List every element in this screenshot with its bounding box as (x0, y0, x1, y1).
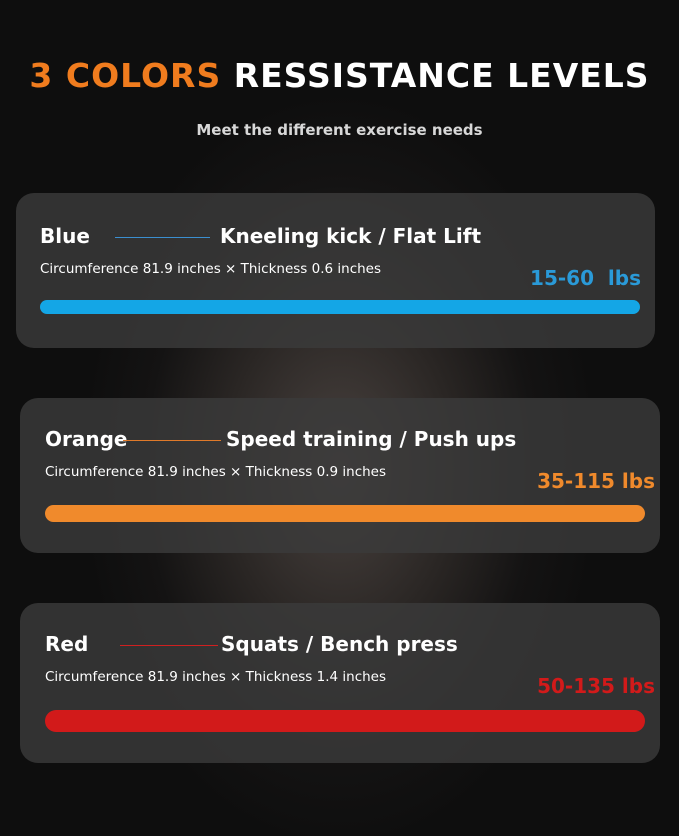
band-range: 50-135 lbs (537, 674, 655, 698)
band-card-blue: Blue Kneeling kick / Flat Lift Circumfer… (16, 193, 655, 348)
band-spec: Circumference 81.9 inches × Thickness 0.… (40, 261, 382, 277)
page-title: 3 COLORS RESSISTANCE LEVELS (0, 56, 679, 95)
band-card-red: Red Squats / Bench press Circumference 8… (20, 603, 660, 763)
band-use: Kneeling kick / Flat Lift (220, 224, 482, 248)
connector-line (115, 237, 210, 238)
title-accent: 3 COLORS (29, 56, 222, 95)
band-name: Blue (40, 224, 90, 248)
band-range: 15-60 lbs (530, 266, 641, 290)
band-use: Speed training / Push ups (226, 427, 517, 451)
connector-line (123, 440, 221, 441)
band-spec: Circumference 81.9 inches × Thickness 0.… (45, 464, 387, 480)
band-bar (45, 710, 645, 732)
band-name: Red (45, 632, 89, 656)
band-bar (40, 300, 640, 314)
subtitle: Meet the different exercise needs (196, 121, 483, 139)
band-name: Orange (45, 427, 128, 451)
connector-line (120, 645, 218, 646)
title-rest: RESSISTANCE LEVELS (233, 56, 650, 95)
band-use: Squats / Bench press (221, 632, 458, 656)
band-card-orange: Orange Speed training / Push ups Circumf… (20, 398, 660, 553)
band-range: 35-115 lbs (537, 469, 655, 493)
band-spec: Circumference 81.9 inches × Thickness 1.… (45, 669, 387, 685)
band-bar (45, 505, 645, 522)
